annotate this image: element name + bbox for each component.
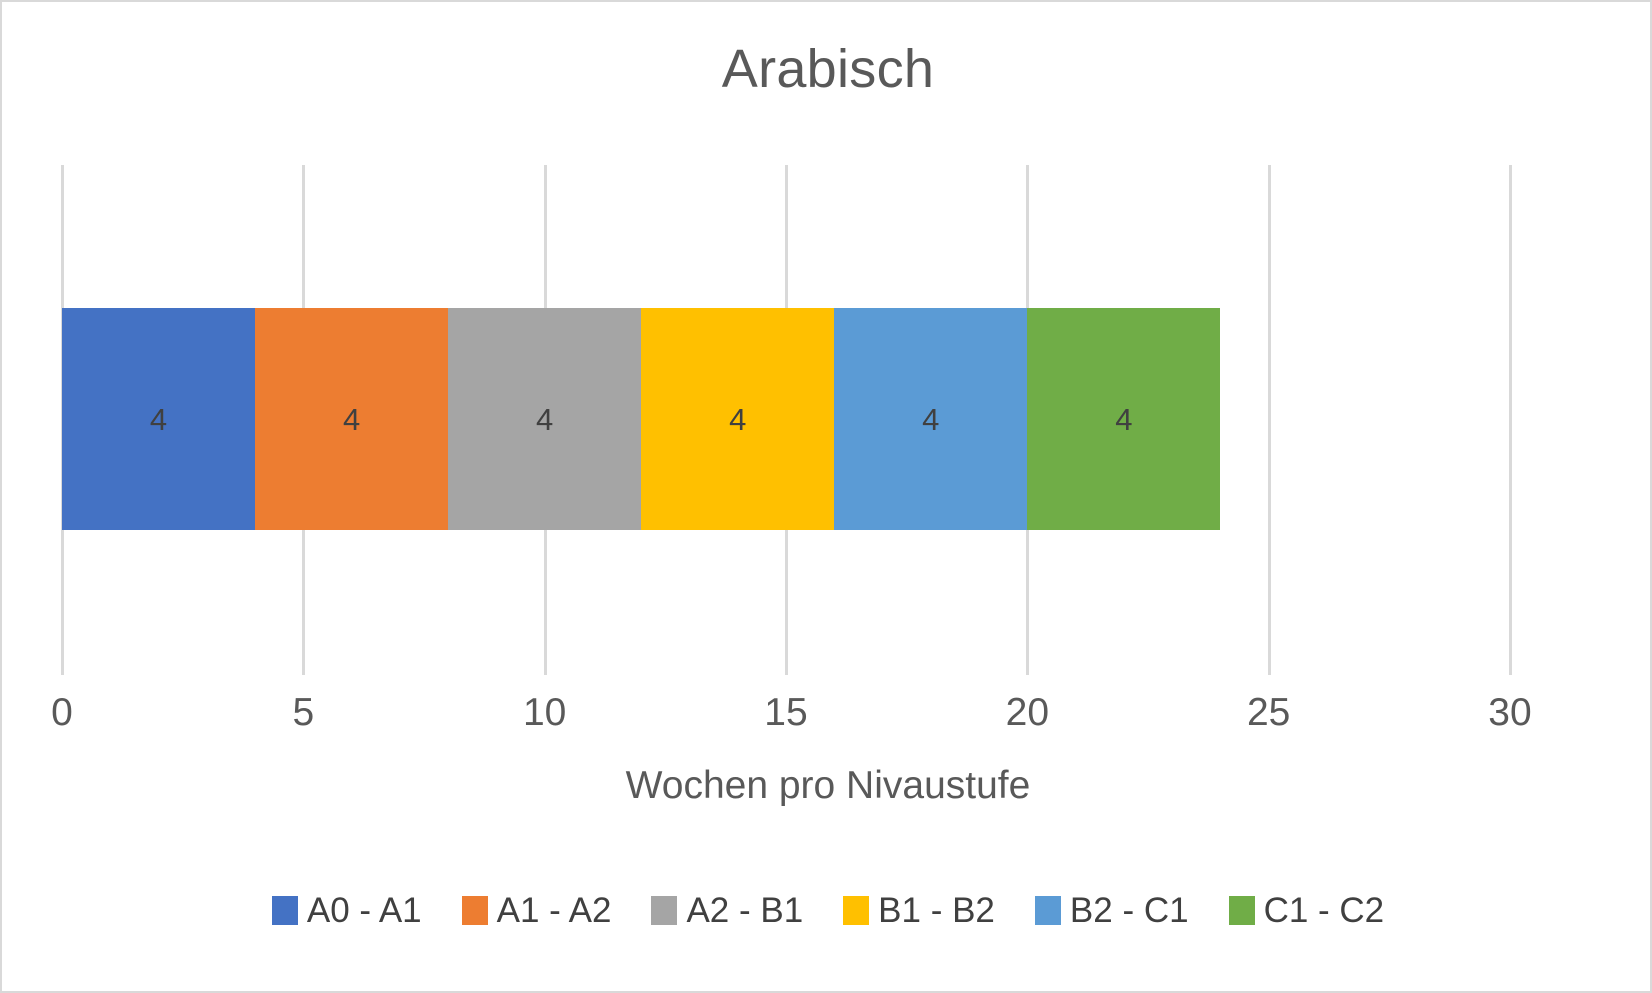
legend-item[interactable]: B2 - C1 — [1034, 890, 1189, 931]
bar-segment[interactable]: 4 — [255, 308, 449, 530]
legend-label: A0 - A1 — [306, 891, 422, 930]
bar-data-label: 4 — [342, 401, 361, 437]
bar-data-label: 4 — [1115, 401, 1133, 437]
x-axis-tick-label: 0 — [51, 691, 73, 734]
x-axis-tick-label: 25 — [1246, 691, 1291, 734]
legend-label: A1 - A2 — [496, 891, 612, 930]
gridline-30 — [1509, 165, 1512, 675]
x-axis-tick-label: 10 — [522, 691, 567, 734]
legend-item[interactable]: A1 - A2 — [461, 890, 612, 931]
chart-title: Arabisch — [721, 39, 935, 99]
x-axis-tick-label: 5 — [292, 691, 315, 734]
legend-label: B1 - B2 — [878, 891, 995, 930]
bar-segment[interactable]: 4 — [641, 308, 835, 530]
legend-item[interactable]: C1 - C2 — [1228, 890, 1385, 931]
legend-swatch-icon — [461, 896, 488, 925]
legend-swatch-icon — [1228, 896, 1255, 925]
bar-data-label: 4 — [536, 401, 554, 437]
bar-segment[interactable]: 4 — [1027, 308, 1221, 530]
legend-swatch-icon — [1034, 896, 1061, 925]
x-axis-tick-label: 15 — [764, 691, 808, 734]
bar-data-label: 4 — [922, 401, 940, 437]
x-axis-tick-labels: 0 5 10 15 20 25 30 — [51, 690, 1532, 740]
bar-data-label: 4 — [729, 401, 747, 437]
x-axis-tick-label: 20 — [1005, 691, 1050, 734]
chart-legend: A0 - A1 A1 - A2 A2 - B1 B1 - B2 B2 - C1 C1 - … — [2, 890, 1650, 931]
legend-label: B2 - C1 — [1069, 891, 1189, 930]
gridline-25 — [1267, 165, 1271, 675]
bar-segment[interactable]: 4 — [448, 308, 642, 530]
legend-label: A2 - B1 — [686, 891, 804, 930]
legend-item[interactable]: A0 - A1 — [271, 890, 422, 931]
plot-area: 4 4 4 4 4 4 — [61, 165, 1512, 675]
bar-segment[interactable]: 4 — [834, 308, 1028, 530]
legend-item[interactable]: B1 - B2 — [843, 890, 995, 931]
legend-swatch-icon — [271, 896, 298, 925]
legend-swatch-icon — [651, 896, 678, 925]
legend-label: C1 - C2 — [1263, 891, 1385, 930]
stacked-bar-series[interactable]: 4 4 4 4 4 4 — [62, 308, 1221, 530]
x-axis-tick-label: 30 — [1488, 691, 1532, 734]
bar-data-label: 4 — [149, 401, 168, 437]
legend-item[interactable]: A2 - B1 — [651, 890, 803, 931]
legend-swatch-icon — [843, 896, 870, 925]
x-axis-title: Wochen pro Nivaustufe — [625, 764, 1031, 807]
bar-segment[interactable]: 4 — [62, 308, 256, 530]
